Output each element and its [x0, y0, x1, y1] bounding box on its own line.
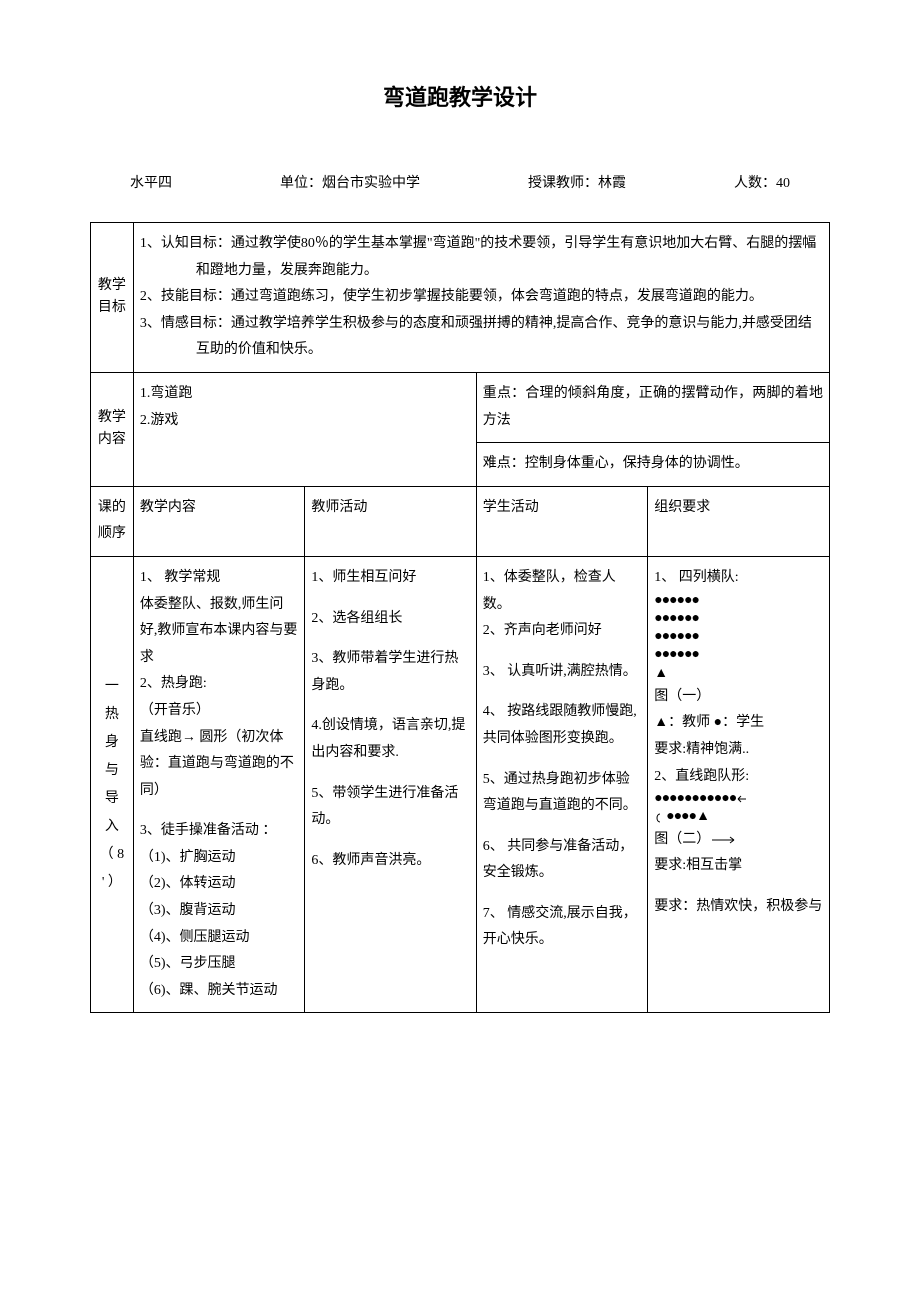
section1-teacher: 1、师生相互问好 2、选各组组长 3、教师带着学生进行热身跑。 4.创设情境，语… — [305, 556, 476, 1013]
col-student-header: 学生活动 — [476, 486, 647, 556]
col-teacher-header: 教师活动 — [305, 486, 476, 556]
teacher: 授课教师：林霞 — [528, 172, 626, 192]
arrow-return-icon — [654, 813, 666, 823]
difficulty: 难点：控制身体重心，保持身体的协调性。 — [476, 443, 829, 487]
goal-3: 3、情感目标：通过教学培养学生积极参与的态度和顽强拼搏的精神,提高合作、竞争的意… — [140, 311, 823, 364]
formation-1: ●●●●●● ●●●●●● ●●●●●● ●●●●●● ▲ — [654, 592, 823, 684]
section1-content: 1、 教学常规 体委整队、报数,师生问好,教师宣布本课内容与要求 2、热身跑: … — [133, 556, 304, 1013]
page-title: 弯道跑教学设计 — [90, 80, 830, 112]
teaching-content-cell: 1.弯道跑 2.游戏 — [133, 372, 476, 486]
section1-org: 1、 四列横队: ●●●●●● ●●●●●● ●●●●●● ●●●●●● ▲ 图… — [648, 556, 830, 1013]
goal-2: 2、技能目标：通过弯道跑练习，使学生初步掌握技能要领，体会弯道跑的特点，发展弯道… — [140, 284, 823, 311]
sequence-label: 课的顺序 — [91, 486, 134, 556]
meta-line: 水平四 单位：烟台市实验中学 授课教师：林霞 人数：40 — [90, 172, 830, 192]
col-org-header: 组织要求 — [648, 486, 830, 556]
section1-student: 1、体委整队，检查人数。 2、齐声向老师问好 3、 认真听讲,满腔热情。 4、 … — [476, 556, 647, 1013]
content-label: 教学内容 — [91, 372, 134, 486]
lesson-plan-table: 教学目标 1、认知目标：通过教学使80％的学生基本掌握"弯道跑"的技术要领，引导… — [90, 222, 830, 1013]
unit: 单位：烟台市实验中学 — [280, 172, 420, 192]
goal-1: 1、认知目标：通过教学使80％的学生基本掌握"弯道跑"的技术要领，引导学生有意识… — [140, 231, 823, 284]
goals-label: 教学目标 — [91, 223, 134, 373]
col-content-header: 教学内容 — [133, 486, 304, 556]
count: 人数：40 — [734, 172, 790, 192]
level: 水平四 — [130, 172, 172, 192]
key-point: 重点：合理的倾斜角度，正确的摆臂动作，两脚的着地方法 — [476, 372, 829, 442]
arrow-right-icon — [710, 835, 738, 845]
section1-label: 一 热 身 与 导 入 （ 8 ' ） — [91, 556, 134, 1013]
goals-content: 1、认知目标：通过教学使80％的学生基本掌握"弯道跑"的技术要领，引导学生有意识… — [133, 223, 829, 373]
formation-2: ●●●●●●●●●●● ●●●●▲ — [654, 790, 823, 826]
arrow-left-icon — [736, 794, 748, 804]
